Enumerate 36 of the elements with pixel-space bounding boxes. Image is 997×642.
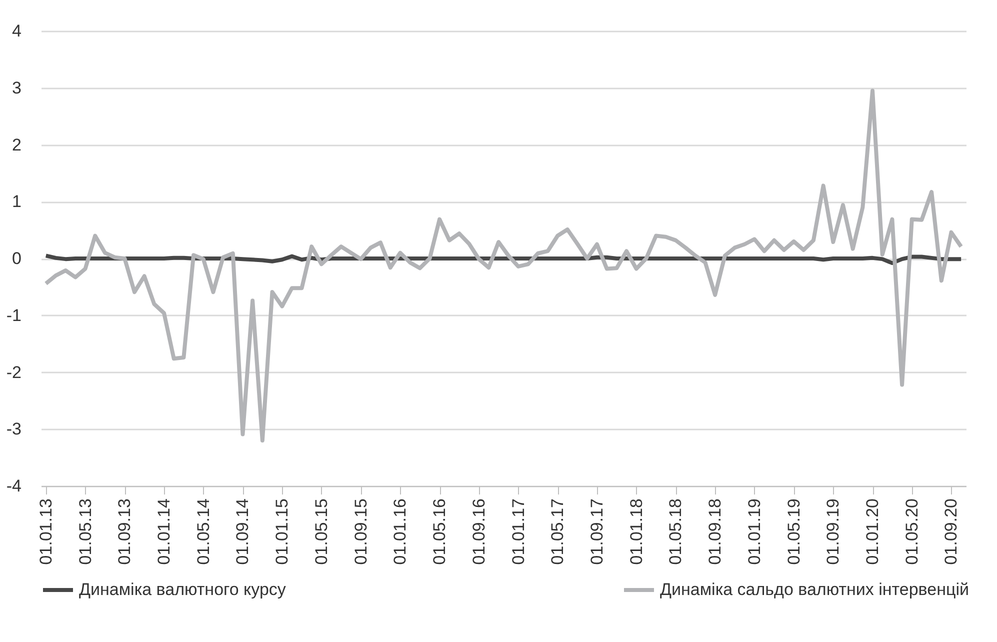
x-tick-label: 01.05.18 — [666, 498, 686, 565]
x-tick-label: 01.05.19 — [784, 498, 804, 565]
x-tick-label: 01.01.19 — [744, 498, 764, 565]
x-tick-label: 01.09.16 — [469, 498, 488, 565]
x-tick-label: 01.05.15 — [312, 498, 331, 565]
x-tick-label: 01.09.20 — [942, 498, 961, 565]
legend-label: Динаміка сальдо валютних інтервенцій — [660, 580, 969, 599]
x-tick-label: 01.09.18 — [706, 498, 725, 565]
y-tick-label: 0 — [12, 249, 22, 268]
legend-label: Динаміка валютного курсу — [79, 580, 286, 599]
y-tick-label: -2 — [6, 362, 22, 382]
x-tick-label: 01.05.17 — [548, 498, 568, 565]
x-tick-label: 01.01.20 — [863, 498, 882, 565]
x-tick-label: 01.01.18 — [626, 498, 646, 565]
y-tick-label: -3 — [6, 420, 22, 439]
x-tick-label: 01.09.13 — [115, 498, 134, 565]
x-tick-label: 01.09.15 — [351, 498, 370, 565]
x-tick-label: 01.05.14 — [194, 498, 213, 565]
x-tick-label: 01.01.16 — [390, 498, 410, 565]
x-tick-label: 01.01.13 — [36, 498, 56, 565]
x-tick-label: 01.09.19 — [824, 498, 843, 565]
y-tick-label: 1 — [12, 192, 22, 212]
x-tick-label: 01.05.16 — [430, 498, 450, 565]
y-tick-label: -1 — [6, 306, 22, 325]
x-tick-label: 01.05.20 — [902, 498, 922, 565]
x-tick-label: 01.09.14 — [233, 498, 252, 565]
x-tick-label: 01.01.14 — [154, 498, 174, 565]
line-series — [44, 88, 964, 442]
x-tick-label: 01.09.17 — [587, 498, 606, 565]
y-tick-label: 2 — [12, 135, 22, 154]
y-tick-label: -4 — [6, 476, 22, 496]
x-tick-label: 01.01.15 — [272, 498, 292, 565]
x-tick-label: 01.05.13 — [76, 498, 95, 565]
x-tick-label: 01.01.17 — [508, 498, 528, 565]
y-tick-label: 3 — [12, 78, 22, 98]
y-tick-label: 4 — [12, 22, 22, 40]
